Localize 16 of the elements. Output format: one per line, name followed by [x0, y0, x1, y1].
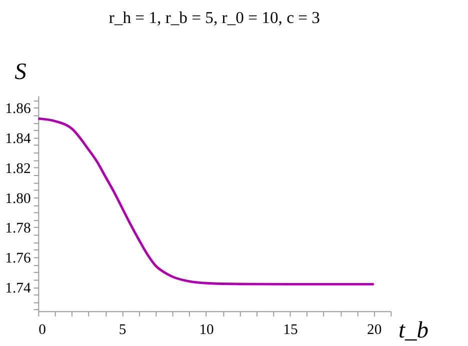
chart-title: r_h = 1, r_b = 5, r_0 = 10, c = 3	[108, 8, 320, 28]
y-tick-label: 1.74	[5, 280, 32, 297]
x-axis-title: t_b	[398, 318, 429, 344]
line-series	[36, 117, 376, 286]
y-tick-label: 1.84	[5, 130, 32, 147]
x-tick-label: 20	[367, 322, 382, 338]
y-tick-label: 1.86	[5, 101, 31, 118]
x-tick-label: 15	[283, 322, 298, 338]
y-axis-title: S	[14, 59, 27, 86]
x-tick-label: 0	[38, 322, 46, 338]
y-tick-label: 1.82	[5, 160, 31, 177]
y-tick-label: 1.80	[5, 190, 31, 207]
x-tick-label: 5	[118, 322, 126, 338]
x-tick-label: 10	[199, 322, 214, 338]
y-tick-label: 1.78	[5, 220, 31, 237]
y-tick-label: 1.76	[5, 250, 31, 267]
